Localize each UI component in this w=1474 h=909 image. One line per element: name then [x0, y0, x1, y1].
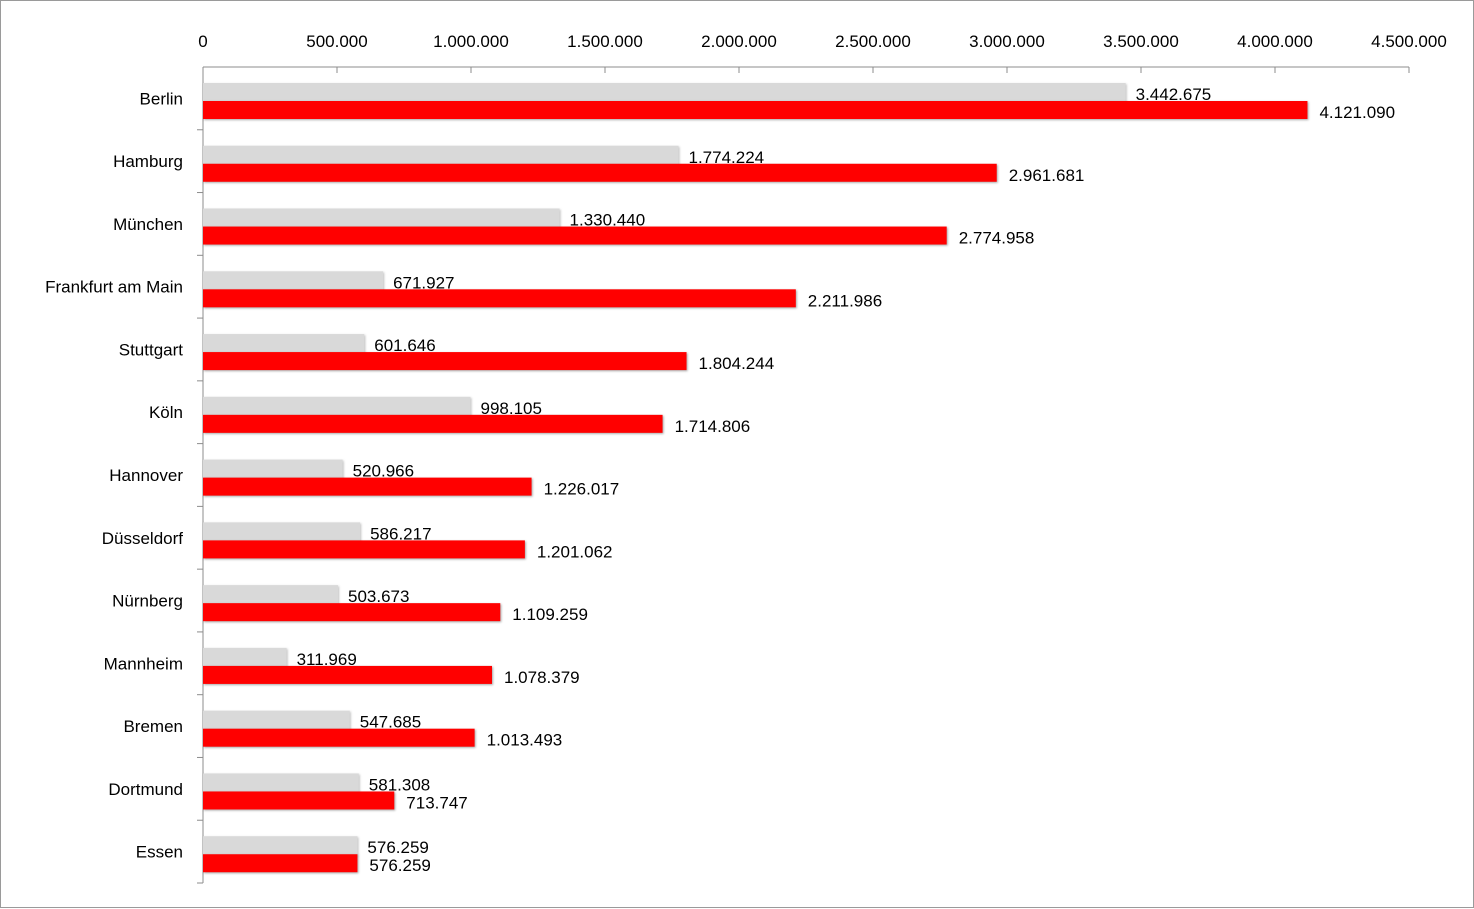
bar-grey	[203, 334, 365, 354]
data-label-grey: 576.259	[367, 838, 428, 857]
data-label-red: 1.201.062	[537, 542, 613, 561]
data-label-red: 1.078.379	[504, 668, 580, 687]
data-label-red: 1.714.806	[675, 417, 751, 436]
x-tick-label: 2.500.000	[835, 32, 911, 51]
bar-red	[203, 728, 475, 747]
data-label-red: 1.226.017	[544, 480, 620, 499]
bar-grey	[203, 396, 471, 416]
data-label-red: 1.013.493	[487, 731, 563, 750]
x-tick-label: 0	[198, 32, 207, 51]
bar-grey	[203, 773, 359, 793]
bar-grey	[203, 585, 338, 605]
category-label: Nürnberg	[112, 592, 183, 611]
category-label: München	[113, 215, 183, 234]
data-label-red: 2.961.681	[1009, 166, 1085, 185]
data-label-grey: 503.673	[348, 587, 409, 606]
bar-grey	[203, 522, 361, 542]
bar-red	[203, 540, 525, 559]
data-label-red: 4.121.090	[1319, 103, 1395, 122]
x-tick-label: 1.000.000	[433, 32, 509, 51]
x-tick-label: 500.000	[306, 32, 367, 51]
x-tick-label: 3.500.000	[1103, 32, 1179, 51]
data-label-red: 2.211.986	[808, 291, 882, 310]
data-label-red: 1.109.259	[512, 605, 588, 624]
category-label: Dortmund	[108, 780, 183, 799]
bar-grey	[203, 208, 560, 228]
category-label: Hamburg	[113, 152, 183, 171]
data-label-red: 713.747	[406, 793, 467, 812]
bar-grey	[203, 271, 384, 291]
bar-red	[203, 414, 663, 433]
bar-red	[203, 791, 395, 810]
x-tick-label: 1.500.000	[567, 32, 643, 51]
category-label: Essen	[136, 843, 183, 862]
x-tick-label: 4.000.000	[1237, 32, 1313, 51]
category-label: Köln	[149, 403, 183, 422]
bar-red	[203, 665, 493, 684]
bar-red	[203, 477, 532, 496]
category-label: Mannheim	[104, 654, 183, 673]
bar-grey	[203, 145, 679, 165]
bar-red	[203, 854, 358, 873]
data-label-grey: 671.927	[393, 273, 454, 292]
data-label-grey: 3.442.675	[1136, 85, 1212, 104]
data-label-red: 2.774.958	[959, 229, 1035, 248]
category-label: Hannover	[109, 466, 183, 485]
data-label-grey: 311.969	[297, 650, 357, 669]
category-label: Stuttgart	[119, 340, 184, 359]
data-label-red: 576.259	[369, 856, 430, 875]
bar-red	[203, 603, 501, 622]
data-label-grey: 520.966	[353, 462, 414, 481]
data-label-red: 1.804.244	[699, 354, 775, 373]
data-label-grey: 601.646	[374, 336, 435, 355]
category-label: Düsseldorf	[102, 529, 184, 548]
category-label: Bremen	[123, 717, 183, 736]
bar-red	[203, 163, 997, 182]
bar-red	[203, 352, 687, 371]
category-label: Frankfurt am Main	[45, 278, 183, 297]
data-label-grey: 547.685	[360, 713, 421, 732]
x-tick-label: 3.000.000	[969, 32, 1045, 51]
bar-grey	[203, 647, 287, 667]
bar-red	[203, 226, 947, 245]
x-tick-label: 4.500.000	[1371, 32, 1447, 51]
bar-grey	[203, 710, 350, 730]
category-label: Berlin	[140, 89, 183, 108]
bar-grey	[203, 836, 358, 856]
data-label-grey: 586.217	[370, 524, 431, 543]
bar-red	[203, 101, 1308, 119]
bar-grey	[203, 83, 1126, 102]
data-label-grey: 1.330.440	[570, 211, 646, 230]
bar-grey	[203, 459, 343, 479]
x-tick-label: 2.000.000	[701, 32, 777, 51]
bar-red	[203, 289, 796, 308]
data-label-grey: 1.774.224	[688, 148, 764, 167]
data-label-grey: 581.308	[369, 775, 430, 794]
data-label-grey: 998.105	[480, 399, 541, 418]
